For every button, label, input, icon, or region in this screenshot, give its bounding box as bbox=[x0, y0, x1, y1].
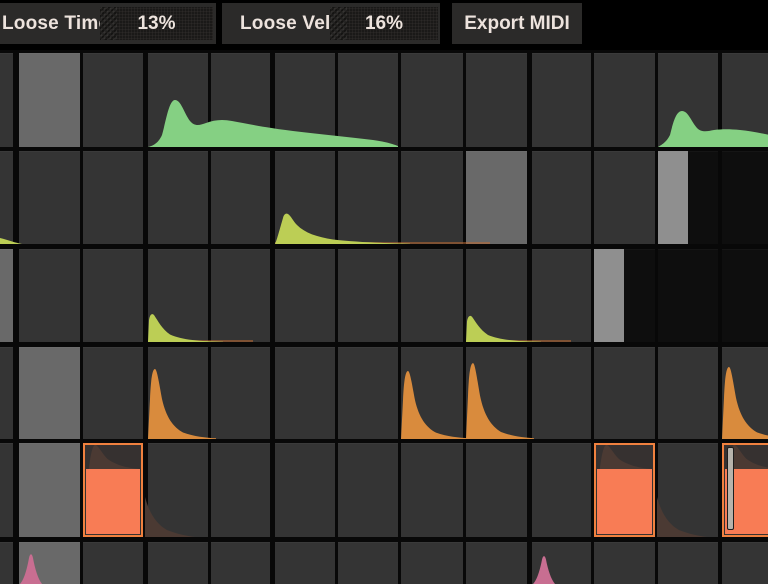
active-step-cell[interactable] bbox=[722, 443, 768, 537]
step-fill bbox=[86, 469, 140, 534]
active-step-cell[interactable] bbox=[83, 443, 143, 537]
grid-cell-r0c1[interactable] bbox=[19, 53, 80, 147]
loose-velo-value[interactable]: 16% bbox=[330, 7, 438, 40]
grid-cell-r0c8[interactable] bbox=[466, 53, 527, 147]
grid-cell-r3c4[interactable] bbox=[211, 347, 270, 439]
grid-cell-r2c2[interactable] bbox=[83, 249, 143, 342]
grid-cell-r2c4[interactable] bbox=[211, 249, 270, 342]
grid-cell-r1c9[interactable] bbox=[532, 151, 591, 244]
grid-cell-r0c6[interactable] bbox=[338, 53, 398, 147]
grid-cell-r0c7[interactable] bbox=[401, 53, 463, 147]
grid-cell-r2c5[interactable] bbox=[275, 249, 335, 342]
grid-cell-r4c3[interactable] bbox=[148, 443, 208, 537]
grid-cell-r1c7[interactable] bbox=[401, 151, 463, 244]
cell-progress-bar bbox=[658, 151, 688, 244]
grid-cell-r3c5[interactable] bbox=[275, 347, 335, 439]
grid-cell-r5c1[interactable] bbox=[19, 542, 80, 584]
grid-cell-r1c5[interactable] bbox=[275, 151, 335, 244]
grid-cell-r1c6[interactable] bbox=[338, 151, 398, 244]
attack-shadow bbox=[88, 445, 141, 469]
grid-cell-r5c7[interactable] bbox=[401, 542, 463, 584]
grid-cell-r5c4[interactable] bbox=[211, 542, 270, 584]
grid-cell-r5c9[interactable] bbox=[532, 542, 591, 584]
grid-cell-r5c12[interactable] bbox=[722, 542, 768, 584]
grid-cell-r5c3[interactable] bbox=[148, 542, 208, 584]
step-fill bbox=[597, 469, 652, 534]
attack-shadow bbox=[599, 445, 653, 469]
grid-cell-r3c10[interactable] bbox=[594, 347, 655, 439]
grid-cell-r1c11[interactable] bbox=[658, 151, 718, 244]
grid-cell-r0c11[interactable] bbox=[658, 53, 718, 147]
grid-cell-r5c0[interactable] bbox=[0, 542, 13, 584]
grid-cell-r3c3[interactable] bbox=[148, 347, 208, 439]
active-step-cell[interactable] bbox=[594, 443, 655, 537]
grid-cell-r5c10[interactable] bbox=[594, 542, 655, 584]
grid-cell-r3c0[interactable] bbox=[0, 347, 13, 439]
loose-velo-label: Loose Velo bbox=[240, 13, 343, 34]
grid-cell-r4c1[interactable] bbox=[19, 443, 80, 537]
grid-cell-r0c5[interactable] bbox=[275, 53, 335, 147]
grid-cell-r1c0[interactable] bbox=[0, 151, 13, 244]
grid-cell-r1c8[interactable] bbox=[466, 151, 527, 244]
loose-time-value[interactable]: 13% bbox=[100, 7, 213, 40]
grid-cell-r3c2[interactable] bbox=[83, 347, 143, 439]
grid-cell-r0c4[interactable] bbox=[211, 53, 270, 147]
grid-cell-r0c10[interactable] bbox=[594, 53, 655, 147]
grid-cell-r0c3[interactable] bbox=[148, 53, 208, 147]
grid-cell-r1c1[interactable] bbox=[19, 151, 80, 244]
grid-cell-r3c7[interactable] bbox=[401, 347, 463, 439]
grid-cell-r3c11[interactable] bbox=[658, 347, 718, 439]
grid-cell-r0c12[interactable] bbox=[722, 53, 768, 147]
toolbar: Loose Time 13% Loose Velo 16% Export MID… bbox=[0, 0, 768, 50]
grid-cell-r2c8[interactable] bbox=[466, 249, 527, 342]
grid-cell-r0c9[interactable] bbox=[532, 53, 591, 147]
grid-cell-r4c5[interactable] bbox=[275, 443, 335, 537]
grid-cell-r4c0[interactable] bbox=[0, 443, 13, 537]
grid-cell-r3c12[interactable] bbox=[722, 347, 768, 439]
grid-cell-r3c8[interactable] bbox=[466, 347, 527, 439]
grid-cell-r2c0[interactable] bbox=[0, 249, 13, 342]
grid-cell-r5c6[interactable] bbox=[338, 542, 398, 584]
loose-time-control[interactable]: Loose Time 13% bbox=[0, 3, 216, 44]
grid-cell-r4c7[interactable] bbox=[401, 443, 463, 537]
grid-cell-r5c5[interactable] bbox=[275, 542, 335, 584]
cell-progress-bar bbox=[594, 249, 624, 342]
grid-cell-r5c11[interactable] bbox=[658, 542, 718, 584]
grid-cell-r3c9[interactable] bbox=[532, 347, 591, 439]
step-grid bbox=[0, 50, 768, 584]
grid-cell-r2c10[interactable] bbox=[594, 249, 655, 342]
grid-cell-r4c4[interactable] bbox=[211, 443, 270, 537]
grid-cell-r2c12[interactable] bbox=[722, 249, 768, 342]
grid-cell-r2c9[interactable] bbox=[532, 249, 591, 342]
loose-velo-control[interactable]: Loose Velo 16% bbox=[222, 3, 440, 44]
grid-cell-r1c3[interactable] bbox=[148, 151, 208, 244]
grid-cell-r1c4[interactable] bbox=[211, 151, 270, 244]
grid-cell-r5c8[interactable] bbox=[466, 542, 527, 584]
export-midi-button[interactable]: Export MIDI bbox=[452, 3, 582, 44]
grid-cell-r2c1[interactable] bbox=[19, 249, 80, 342]
grid-cell-r2c7[interactable] bbox=[401, 249, 463, 342]
grid-cell-r2c3[interactable] bbox=[148, 249, 208, 342]
grid-cell-r4c11[interactable] bbox=[658, 443, 718, 537]
step-slider[interactable] bbox=[727, 447, 734, 530]
grid-cell-r5c2[interactable] bbox=[83, 542, 143, 584]
grid-cell-r4c6[interactable] bbox=[338, 443, 398, 537]
grid-cell-r4c8[interactable] bbox=[466, 443, 527, 537]
grid-cell-r3c6[interactable] bbox=[338, 347, 398, 439]
grid-cell-r2c11[interactable] bbox=[658, 249, 718, 342]
export-midi-label: Export MIDI bbox=[464, 13, 570, 34]
grid-cell-r1c2[interactable] bbox=[83, 151, 143, 244]
grid-cell-r0c0[interactable] bbox=[0, 53, 13, 147]
loose-time-label: Loose Time bbox=[2, 13, 110, 34]
grid-cell-r2c6[interactable] bbox=[338, 249, 398, 342]
grid-cell-r1c12[interactable] bbox=[722, 151, 768, 244]
grid-cell-r4c9[interactable] bbox=[532, 443, 591, 537]
grid-cell-r0c2[interactable] bbox=[83, 53, 143, 147]
grid-cell-r3c1[interactable] bbox=[19, 347, 80, 439]
grid-cell-r1c10[interactable] bbox=[594, 151, 655, 244]
